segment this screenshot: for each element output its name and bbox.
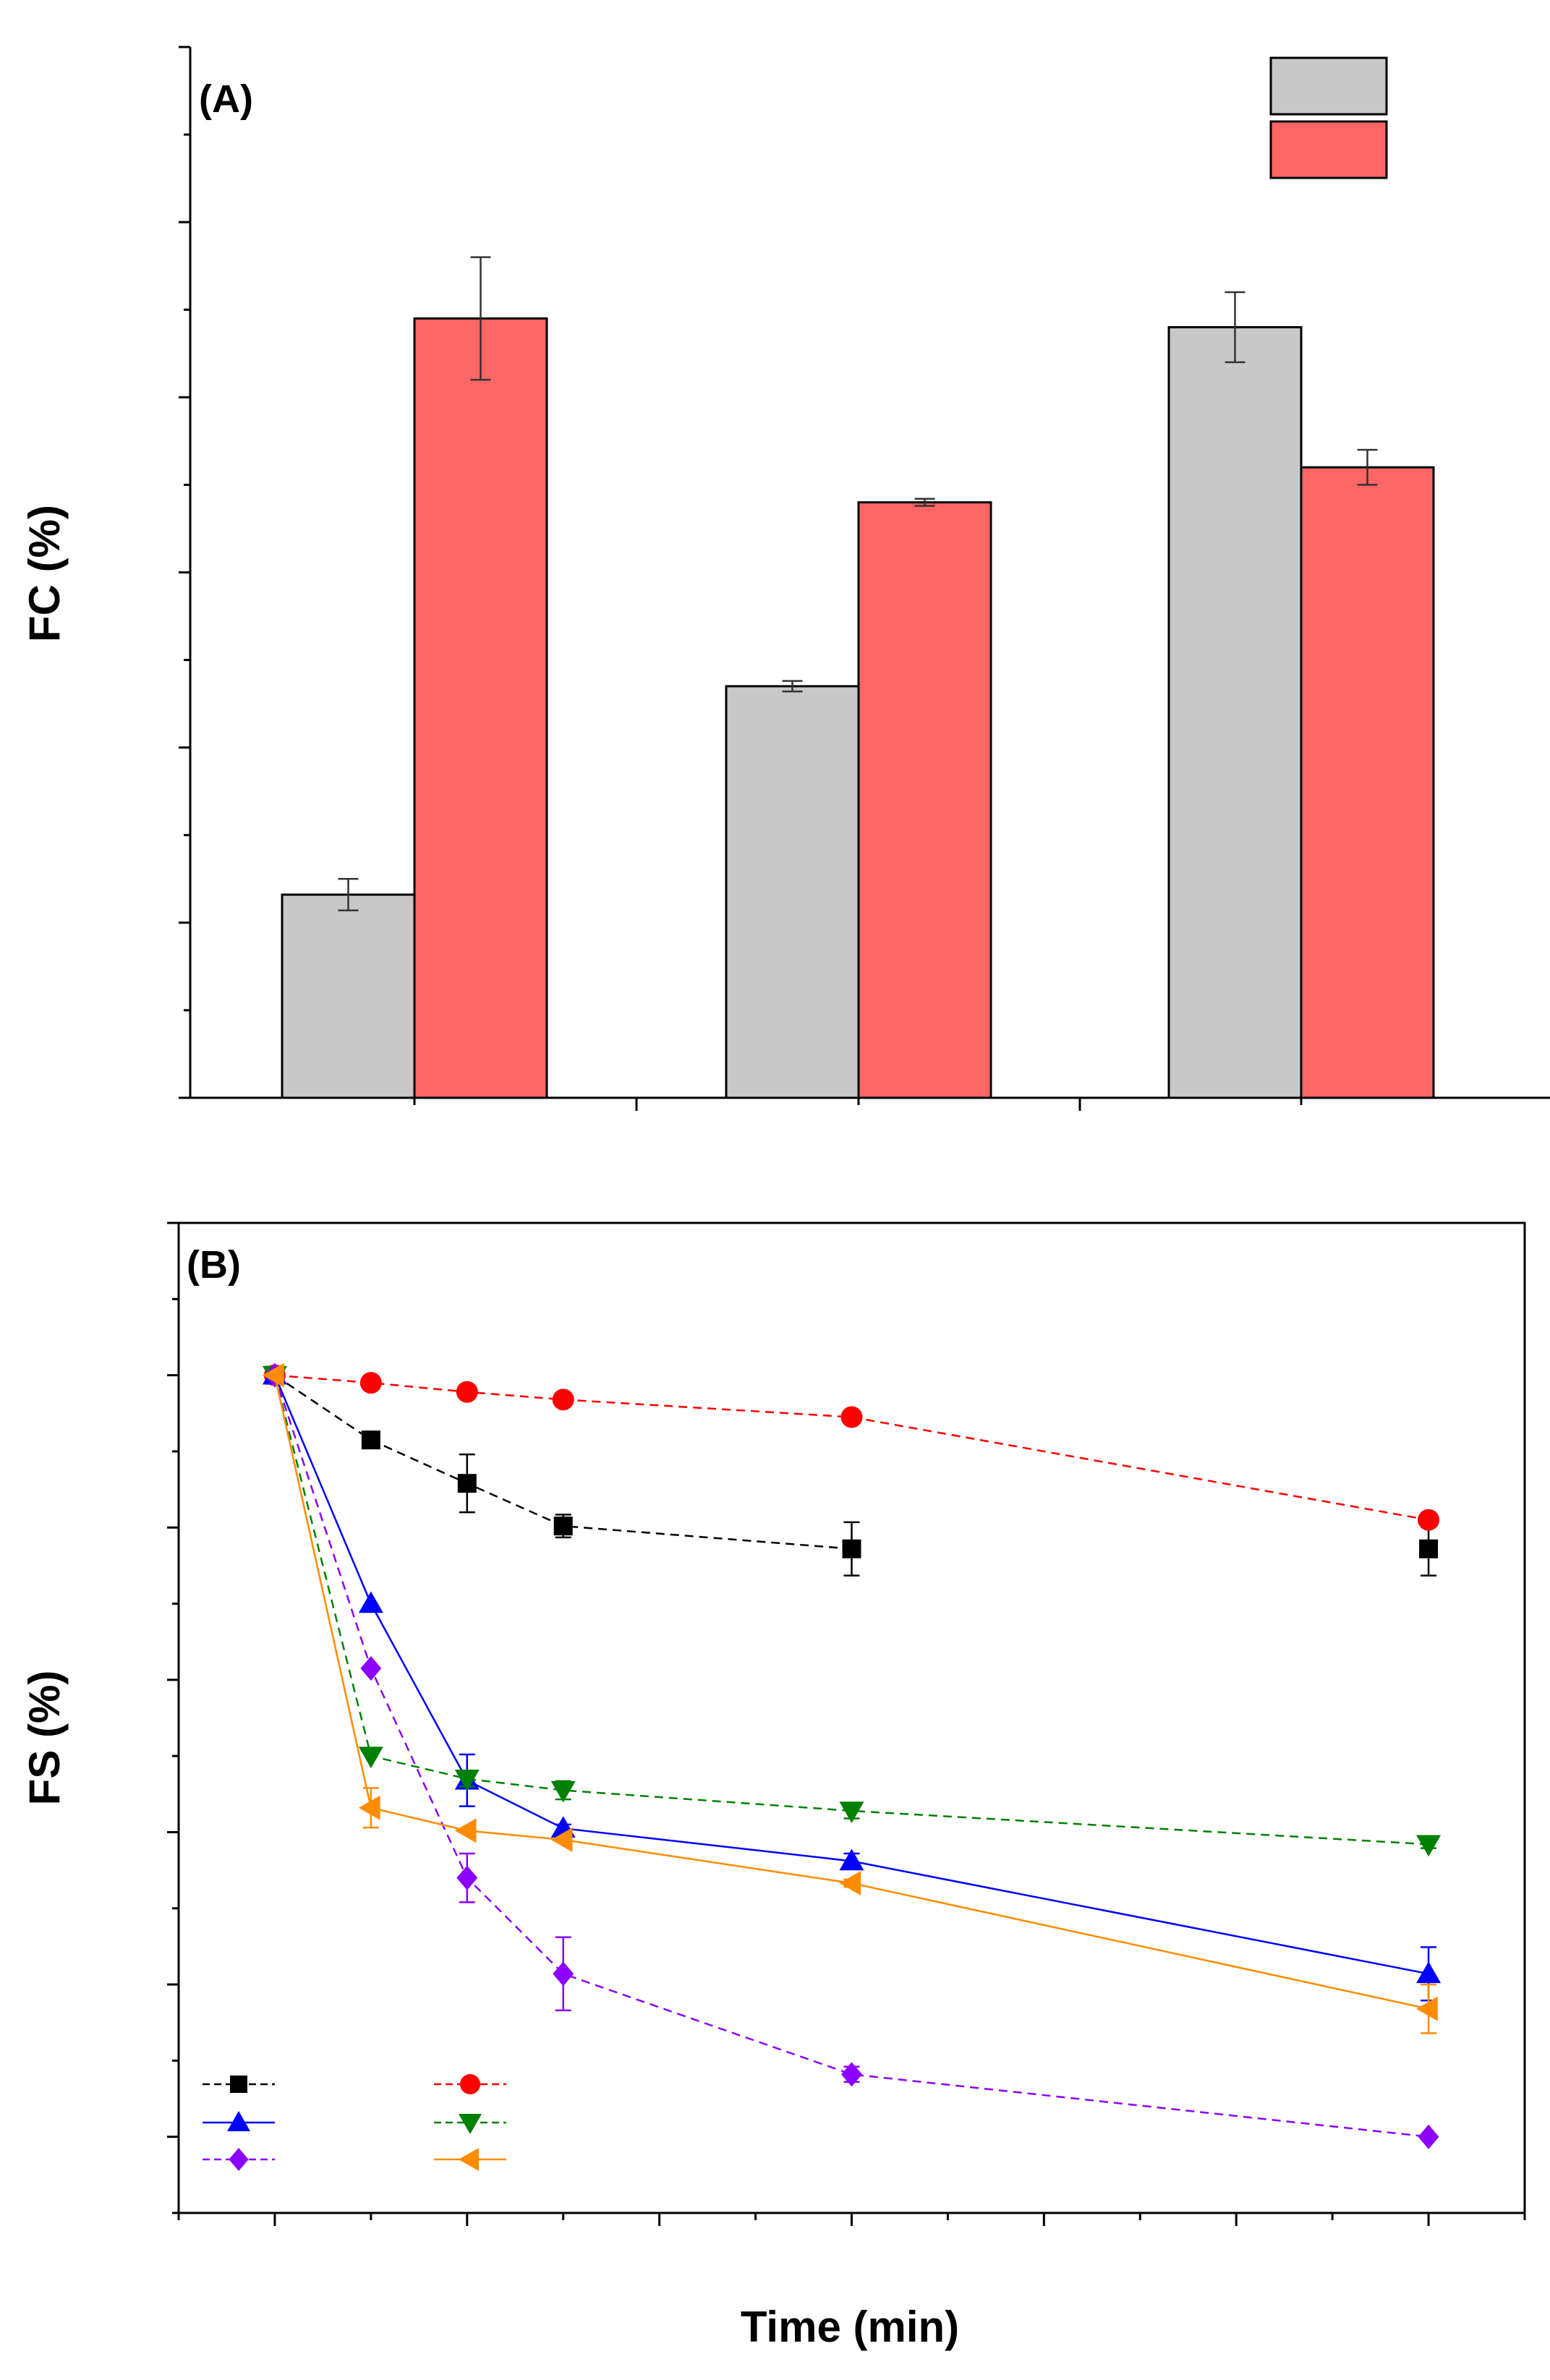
- data-point: [262, 1362, 284, 1388]
- series-wb-ph7-: [263, 1364, 1440, 1531]
- series-sb-ph4-: [262, 1362, 1442, 2002]
- data-point: [553, 1961, 574, 1987]
- panel-b-y-axis-title: FS (%): [20, 1671, 69, 1806]
- data-point: [842, 1539, 861, 1558]
- data-point: [360, 1656, 382, 1681]
- data-point: [456, 1381, 478, 1403]
- series-sb-ph7-: [262, 1365, 1442, 1857]
- legend-swatch-pH7: [1269, 120, 1388, 179]
- data-point: [456, 1865, 478, 1890]
- data-point: [1419, 1539, 1439, 1558]
- panel-a-legend: [1269, 56, 1388, 179]
- data-point: [840, 1406, 863, 1428]
- legend-marker: [229, 2148, 249, 2171]
- legend-marker: [459, 2148, 479, 2171]
- panel-a-bars: [281, 317, 1435, 1099]
- bar-pH7-soybean: [857, 501, 992, 1099]
- data-point: [457, 1474, 477, 1493]
- data-point: [361, 1430, 380, 1450]
- legend-marker: [230, 2076, 247, 2093]
- data-point: [358, 1746, 383, 1769]
- panel-b-legend: [203, 2074, 506, 2171]
- data-point: [553, 1517, 573, 1536]
- series-line: [273, 1375, 1429, 2138]
- panel-a-y-axis-title: FC (%): [20, 505, 69, 642]
- panel-a-axes: [179, 46, 1550, 1111]
- data-point: [1418, 1509, 1440, 1531]
- data-point: [1416, 1961, 1442, 1984]
- series-line: [273, 1375, 1429, 1975]
- data-point: [358, 1795, 380, 1820]
- series-pea-ph4-: [264, 1362, 1439, 2149]
- data-point: [358, 1591, 383, 1613]
- data-point: [1416, 1996, 1438, 2021]
- series-line: [273, 1375, 1429, 2010]
- bar-pH4-soybean: [725, 685, 860, 1099]
- data-point: [841, 2062, 862, 2087]
- panel-b-line-chart: (B) FS (%) Time (min): [20, 1221, 1526, 2351]
- data-point: [552, 1389, 574, 1411]
- data-point: [454, 1769, 480, 1791]
- data-point: [1416, 1835, 1442, 1857]
- series-line: [274, 1374, 1429, 1521]
- series-line: [273, 1375, 1429, 1846]
- data-point: [550, 1827, 573, 1852]
- data-point: [839, 1801, 864, 1823]
- series-wb-ph4-: [265, 1365, 1439, 1577]
- series-pea-ph7-: [262, 1362, 1438, 2034]
- legend-swatch-pH4: [1269, 56, 1388, 116]
- bar-pH4-white-bean: [281, 893, 416, 1099]
- data-point: [839, 1871, 861, 1896]
- legend-marker: [460, 2074, 480, 2094]
- panel-b-axes: [167, 1221, 1526, 2226]
- legend-marker: [227, 2111, 250, 2131]
- panel-b-label: (B): [187, 1243, 241, 1287]
- bar-pH4-pea: [1167, 325, 1303, 1099]
- panel-b-x-axis-title: Time (min): [741, 2303, 959, 2351]
- panel-a-label: (A): [199, 77, 253, 121]
- panel-b-series: [262, 1362, 1442, 2149]
- data-point: [359, 1372, 382, 1394]
- bar-pH7-white-bean: [413, 317, 548, 1099]
- bar-pH7-pea: [1300, 466, 1435, 1099]
- panel-a-bar-chart: (A) FC (%): [20, 46, 1550, 1111]
- data-point: [839, 1848, 864, 1871]
- data-point: [550, 1780, 576, 1803]
- legend-marker: [459, 2114, 482, 2134]
- data-point: [454, 1818, 477, 1843]
- data-point: [1418, 2124, 1439, 2149]
- panel-a-error-bars: [338, 256, 1378, 912]
